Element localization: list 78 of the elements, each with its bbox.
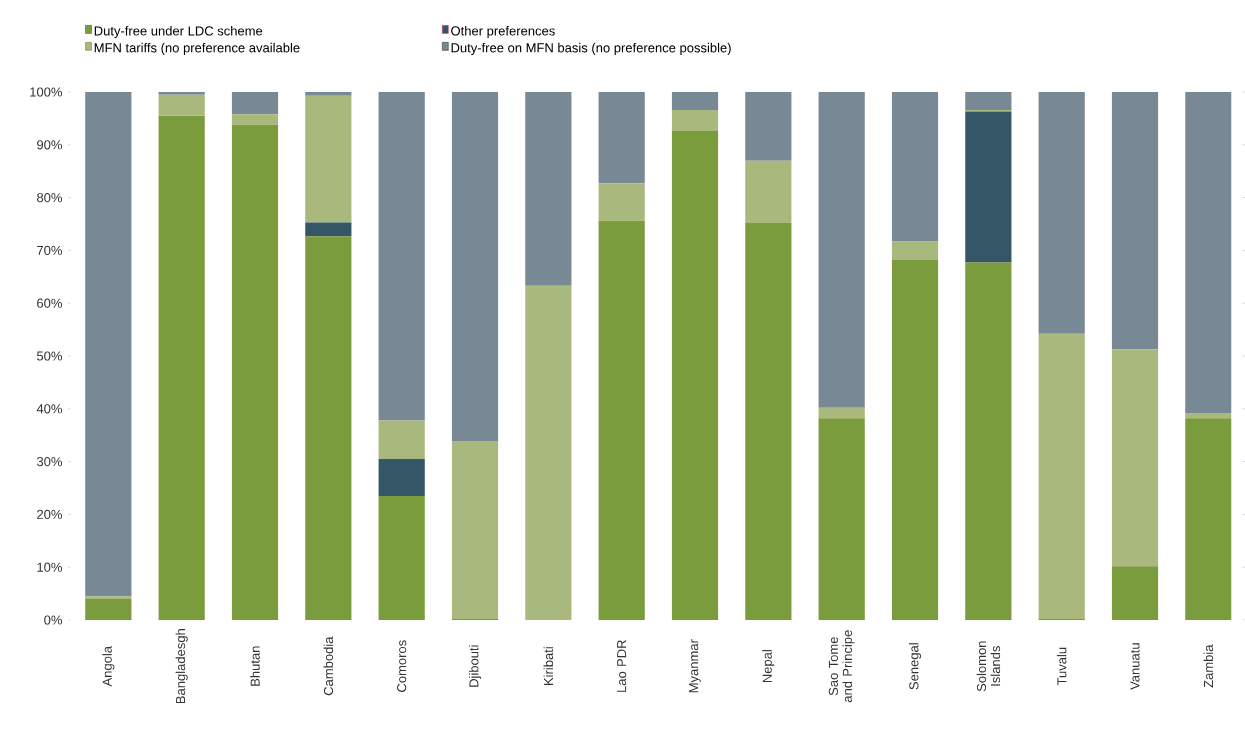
bar <box>891 241 939 260</box>
bar <box>965 92 1012 110</box>
y-tick-label: 70% <box>37 245 63 255</box>
bar <box>378 92 425 421</box>
x-tick-label: Solomon Islands <box>976 641 1001 692</box>
x-tick-label: Sao Tome and Principe <box>828 630 855 703</box>
bar <box>451 441 499 619</box>
bar <box>158 92 205 95</box>
legend-label: Duty-free on MFN basis (no preference possible) <box>451 42 731 55</box>
bar <box>1111 566 1159 620</box>
x-tick-label: Angola <box>102 645 115 687</box>
bar <box>378 495 425 620</box>
bar <box>1111 92 1159 350</box>
bar <box>1185 413 1232 419</box>
bar <box>231 124 279 620</box>
x-tick-label: Comoros <box>397 640 407 692</box>
bar <box>231 114 279 125</box>
bar <box>891 259 939 620</box>
x-tick-label: Tuvalu <box>1056 647 1067 686</box>
y-tick-label: 60% <box>37 298 63 308</box>
bar <box>745 222 792 620</box>
legend-label: Duty-free under LDC scheme <box>94 25 263 39</box>
bar <box>85 92 132 597</box>
y-tick-label: 50% <box>36 351 63 361</box>
y-tick-label: 30% <box>36 456 63 467</box>
bar <box>671 92 719 110</box>
bar <box>305 95 352 223</box>
bar <box>1185 418 1232 620</box>
bar <box>451 92 499 442</box>
x-tick-label: Bhutan <box>250 646 260 686</box>
bar <box>965 262 1012 620</box>
x-tick-label: Zambia <box>1203 644 1214 688</box>
bar <box>305 222 352 237</box>
legend-label: MFN tariffs (no preference available <box>94 42 300 55</box>
bar <box>965 111 1012 263</box>
bar <box>891 92 939 242</box>
bar <box>85 596 132 599</box>
x-tick-label: Vanuatu <box>1130 643 1140 690</box>
y-tick-label: 20% <box>37 509 63 519</box>
bar <box>1038 333 1085 619</box>
bar <box>1111 349 1159 567</box>
bar <box>818 92 865 408</box>
x-tick-label: Nepal <box>762 650 775 683</box>
bar <box>745 160 792 223</box>
bar <box>745 92 792 161</box>
bar <box>598 92 645 184</box>
y-tick-label: 100% <box>30 87 63 97</box>
x-tick-label: Senegal <box>908 643 922 690</box>
bar <box>525 92 572 286</box>
bar <box>525 285 572 620</box>
bar <box>85 598 132 620</box>
bar <box>598 220 645 620</box>
y-tick-label: 10% <box>37 562 63 572</box>
bar <box>1185 92 1232 414</box>
x-tick-label: Kiribati <box>543 647 554 685</box>
x-tick-label: Bangladesgh <box>175 629 188 704</box>
y-tick-label: 0% <box>44 615 63 625</box>
bar <box>818 418 865 620</box>
bar <box>305 236 352 620</box>
bar <box>378 458 425 496</box>
bar <box>378 420 425 459</box>
x-tick-label: Djibouti <box>468 645 482 687</box>
bar <box>671 109 719 131</box>
bar <box>158 115 205 620</box>
bar <box>598 183 645 221</box>
y-tick-label: 90% <box>37 140 63 150</box>
bar <box>305 92 352 96</box>
bar <box>818 407 865 419</box>
x-tick-label: Lao PDR <box>617 640 627 692</box>
y-tick-label: 80% <box>37 192 63 203</box>
bar <box>231 92 279 115</box>
bar <box>671 130 719 620</box>
x-tick-label: Cambodia <box>323 636 334 696</box>
bar <box>158 94 205 116</box>
legend-label: Other preferences <box>451 25 555 39</box>
bar <box>1038 92 1085 334</box>
x-tick-label: Myanmar <box>689 639 701 693</box>
y-tick-label: 40% <box>36 404 63 414</box>
